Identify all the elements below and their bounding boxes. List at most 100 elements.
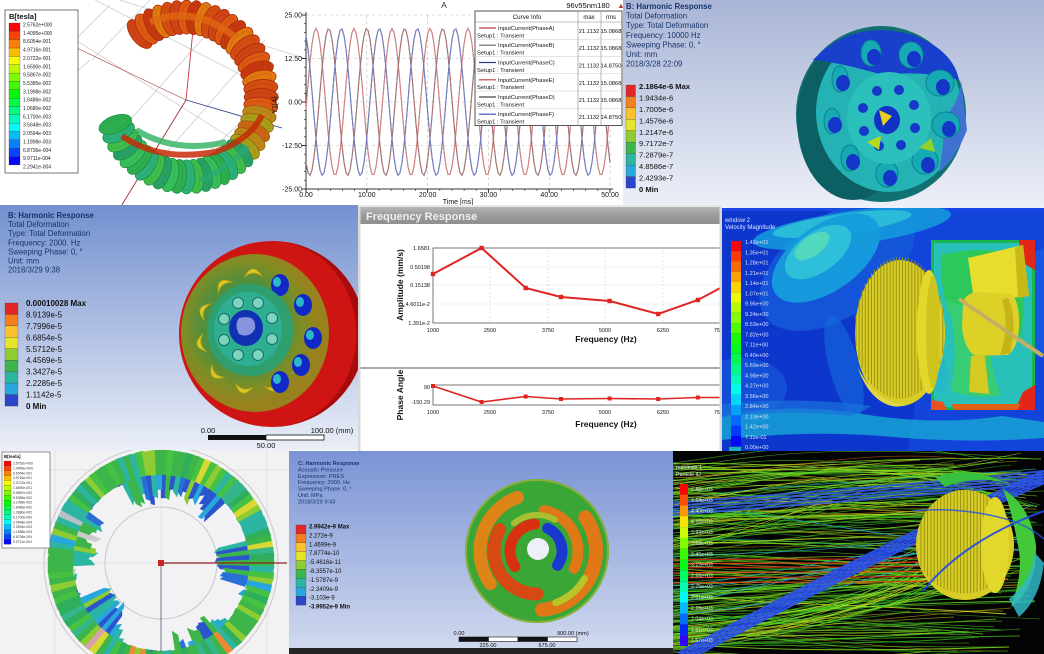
svg-text:1.1142e-5: 1.1142e-5 [26,391,62,400]
svg-text:6.6854e-5: 6.6854e-5 [26,333,63,342]
svg-text:-3.9952e-9 Min: -3.9952e-9 Min [309,605,350,611]
svg-text:2.75e+03: 2.75e+03 [691,584,713,590]
svg-text:Frequency: 2000. Hz: Frequency: 2000. Hz [298,480,350,486]
svg-text:2500: 2500 [484,410,496,416]
svg-text:10.00: 10.00 [358,192,376,199]
svg-text:2.2941e-004: 2.2941e-004 [23,164,51,170]
svg-text:Y1[A]: Y1[A] [272,96,279,113]
svg-text:2.0594e-003: 2.0594e-003 [13,525,32,529]
svg-text:1.8486e-002: 1.8486e-002 [23,98,51,104]
svg-text:2.5762e+000: 2.5762e+000 [13,462,33,466]
svg-text:1.4576e-6: 1.4576e-6 [639,116,673,125]
svg-text:8.9139e-5: 8.9139e-5 [26,311,63,320]
svg-text:Particle ID: Particle ID [676,472,701,478]
svg-text:2.13e+00: 2.13e+00 [745,414,769,420]
svg-text:3.69e+03: 3.69e+03 [691,541,713,547]
svg-text:-12.50: -12.50 [282,143,302,150]
svg-text:15.0868: 15.0868 [601,46,622,52]
svg-text:2.04e+03: 2.04e+03 [691,617,713,623]
svg-text:Unit: MPa: Unit: MPa [298,493,323,499]
svg-text:2.0722e-001: 2.0722e-001 [13,481,32,485]
svg-text:-8.3557e-10: -8.3557e-10 [309,569,342,575]
svg-text:▲: ▲ [618,3,623,10]
svg-text:Setup1 : Transient: Setup1 : Transient [477,68,524,74]
svg-text:B[tesla]: B[tesla] [4,454,21,459]
svg-text:2.4293e-7: 2.4293e-7 [639,174,673,183]
svg-text:B[tesla]: B[tesla] [9,12,37,21]
svg-text:3750: 3750 [542,410,554,416]
svg-text:InputCurrent(PhaseA): InputCurrent(PhaseA) [498,26,554,32]
svg-text:21.1132: 21.1132 [579,115,600,121]
svg-text:-1.5787e-9: -1.5787e-9 [309,578,339,584]
svg-text:Type: Total Deformation: Type: Total Deformation [8,229,90,238]
svg-text:0.00010028 Max: 0.00010028 Max [26,299,87,308]
svg-text:-2.3409e-9: -2.3409e-9 [309,587,339,593]
svg-text:90: 90 [424,385,430,391]
svg-text:14.8750: 14.8750 [601,115,622,121]
svg-text:6250: 6250 [657,328,669,334]
svg-text:4.8586e-7: 4.8586e-7 [639,162,673,171]
svg-text:5.69e+00: 5.69e+00 [745,363,769,369]
svg-text:50.00: 50.00 [601,192,619,199]
svg-text:1.4095e+000: 1.4095e+000 [13,466,33,470]
svg-text:Total Deformation: Total Deformation [8,220,69,229]
svg-text:1.1898e-003: 1.1898e-003 [23,139,51,145]
svg-text:1.57e+03: 1.57e+03 [691,638,713,644]
svg-text:InputCurrent(PhaseF): InputCurrent(PhaseF) [498,112,554,118]
svg-text:7.2879e-7: 7.2879e-7 [639,151,673,160]
svg-text:5000: 5000 [599,410,611,416]
svg-text:pathlines 1: pathlines 1 [676,465,702,471]
svg-text:4.27e+00: 4.27e+00 [745,384,769,390]
svg-text:-25.00: -25.00 [282,187,302,194]
svg-text:-3.103e-9: -3.103e-9 [309,596,335,602]
svg-text:900.00 (mm): 900.00 (mm) [557,631,589,637]
svg-text:21.1132: 21.1132 [579,81,600,87]
svg-text:4.9716e-001: 4.9716e-001 [23,48,51,54]
svg-text:15.0868: 15.0868 [601,98,622,104]
svg-text:Frequency: 10000 Hz: Frequency: 10000 Hz [626,31,701,40]
svg-text:3.93e+03: 3.93e+03 [691,530,713,536]
svg-text:Setup1 : Transient: Setup1 : Transient [477,102,524,108]
svg-text:2.51e+03: 2.51e+03 [691,595,713,601]
svg-text:-150.29: -150.29 [411,400,430,406]
svg-text:9.24e+00: 9.24e+00 [745,312,769,318]
svg-text:2.9942e-9 Max: 2.9942e-9 Max [309,525,350,531]
svg-text:0 Min: 0 Min [26,402,47,411]
svg-text:B: Harmonic Response: B: Harmonic Response [8,211,94,220]
svg-text:Frequency Response: Frequency Response [366,211,477,223]
svg-text:12.50: 12.50 [284,56,302,63]
svg-text:6.1700e-003: 6.1700e-003 [13,515,32,519]
svg-text:9.9711e-004: 9.9711e-004 [13,540,32,544]
svg-text:3.56e+00: 3.56e+00 [745,394,769,400]
svg-text:3750: 3750 [542,328,554,334]
svg-text:3.46e+03: 3.46e+03 [691,552,713,558]
svg-text:1.1898e-003: 1.1898e-003 [13,530,32,534]
svg-text:B: Harmonic Response: B: Harmonic Response [626,2,712,11]
svg-text:7.11e+00: 7.11e+00 [745,343,768,349]
svg-text:7.7996e-5: 7.7996e-5 [26,322,63,331]
svg-text:1.21e+01: 1.21e+01 [745,271,769,277]
svg-text:0.00: 0.00 [299,192,313,199]
svg-text:3.1998e-002: 3.1998e-002 [13,501,32,505]
svg-text:4.9716e-001: 4.9716e-001 [13,476,32,480]
svg-text:5.5385e-002: 5.5385e-002 [23,81,51,87]
svg-text:1.07e+01: 1.07e+01 [745,291,769,297]
svg-text:7.82e+00: 7.82e+00 [745,332,769,338]
svg-text:4.4569e-5: 4.4569e-5 [26,356,63,365]
svg-text:Unit: mm: Unit: mm [626,50,657,59]
svg-text:2.0722e-001: 2.0722e-001 [23,56,51,62]
svg-text:2.2285e-5: 2.2285e-5 [26,379,63,388]
svg-text:Setup1 : Transient: Setup1 : Transient [477,120,524,126]
svg-text:7500: 7500 [714,328,722,334]
svg-text:96v55nm180: 96v55nm180 [566,1,609,10]
svg-text:-5.4616e-11: -5.4616e-11 [309,560,342,566]
svg-text:14.8750: 14.8750 [601,64,622,70]
svg-text:Acoustic Pressure: Acoustic Pressure [298,467,343,473]
svg-text:0.00: 0.00 [454,631,465,637]
svg-text:Time [ms]: Time [ms] [443,199,474,205]
svg-text:100.00 (mm): 100.00 (mm) [311,426,354,435]
svg-text:50.00: 50.00 [257,441,276,450]
svg-text:0.00: 0.00 [288,100,302,107]
svg-text:7.8774e-10: 7.8774e-10 [309,551,340,557]
svg-text:9.5867e-002: 9.5867e-002 [23,73,51,79]
